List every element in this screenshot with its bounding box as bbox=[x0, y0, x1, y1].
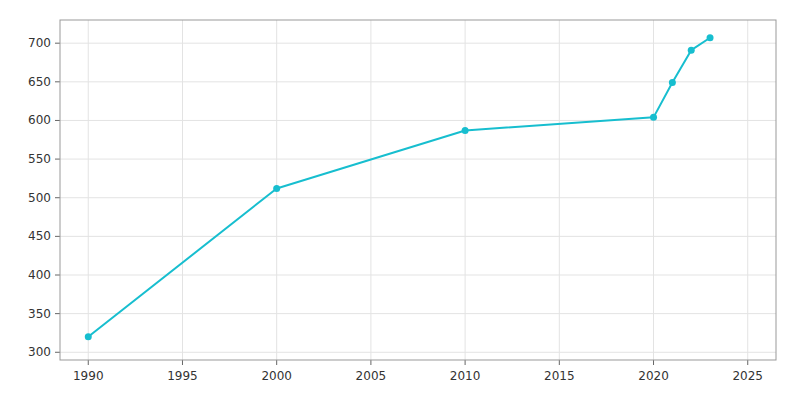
tick-x bbox=[276, 360, 277, 365]
tick-label-x: 2025 bbox=[732, 369, 763, 383]
tick-label-y: 650 bbox=[28, 75, 51, 89]
tick-label-y: 500 bbox=[28, 191, 51, 205]
tick-label-x: 2015 bbox=[544, 369, 575, 383]
tick-label-x: 2000 bbox=[261, 369, 292, 383]
tick-label-y: 350 bbox=[28, 307, 51, 321]
tick-y bbox=[55, 275, 60, 276]
tick-x bbox=[370, 360, 371, 365]
tick-label-x: 2020 bbox=[638, 369, 669, 383]
tick-label-y: 600 bbox=[28, 113, 51, 127]
tick-x bbox=[559, 360, 560, 365]
grid-line-x bbox=[653, 20, 654, 360]
tick-y bbox=[55, 43, 60, 44]
grid-line-y bbox=[60, 352, 776, 353]
tick-label-y: 450 bbox=[28, 229, 51, 243]
point bbox=[273, 185, 280, 192]
plot-frame bbox=[60, 20, 776, 360]
tick-y bbox=[55, 352, 60, 353]
tick-y bbox=[55, 159, 60, 160]
point bbox=[462, 127, 469, 134]
chart: 1990 1995 2000 2005 2010 2015 2020 2025 300 350 40… bbox=[0, 0, 800, 400]
point bbox=[650, 114, 657, 121]
tick-x bbox=[747, 360, 748, 365]
grid-line-x bbox=[465, 20, 466, 360]
tick-y bbox=[55, 120, 60, 121]
grid-line-y bbox=[60, 313, 776, 314]
tick-label-y: 550 bbox=[28, 152, 51, 166]
grid-line-x bbox=[182, 20, 183, 360]
tick-label-y: 400 bbox=[28, 268, 51, 282]
line bbox=[88, 38, 710, 337]
axes: 1990 1995 2000 2005 2010 2015 2020 2025 300 350 40… bbox=[28, 20, 776, 383]
tick-label-x: 2010 bbox=[450, 369, 481, 383]
grid-line-y bbox=[60, 120, 776, 121]
grid-line-x bbox=[559, 20, 560, 360]
grid-line-x bbox=[747, 20, 748, 360]
point bbox=[688, 47, 695, 54]
tick-label-y: 700 bbox=[28, 36, 51, 50]
tick-label-y: 300 bbox=[28, 345, 51, 359]
tick-x bbox=[653, 360, 654, 365]
grid-line-y bbox=[60, 236, 776, 237]
point bbox=[669, 79, 676, 86]
tick-label-x: 2005 bbox=[356, 369, 387, 383]
tick-y bbox=[55, 81, 60, 82]
grid-line-y bbox=[60, 81, 776, 82]
point bbox=[707, 34, 714, 41]
grid bbox=[60, 20, 776, 360]
plot-area bbox=[60, 20, 776, 360]
grid-line-x bbox=[88, 20, 89, 360]
tick-label-x: 1995 bbox=[167, 369, 198, 383]
grid-line-y bbox=[60, 159, 776, 160]
grid-line-y bbox=[60, 43, 776, 44]
tick-y bbox=[55, 313, 60, 314]
tick-label-x: 1990 bbox=[73, 369, 104, 383]
tick-x bbox=[465, 360, 466, 365]
point bbox=[85, 333, 92, 340]
chart-container: 1990 1995 2000 2005 2010 2015 2020 2025 300 350 40… bbox=[0, 0, 800, 400]
tick-y bbox=[55, 236, 60, 237]
tick-x bbox=[182, 360, 183, 365]
tick-x bbox=[88, 360, 89, 365]
grid-line-y bbox=[60, 197, 776, 198]
series bbox=[85, 34, 714, 340]
tick-y bbox=[55, 197, 60, 198]
grid-line-x bbox=[370, 20, 371, 360]
